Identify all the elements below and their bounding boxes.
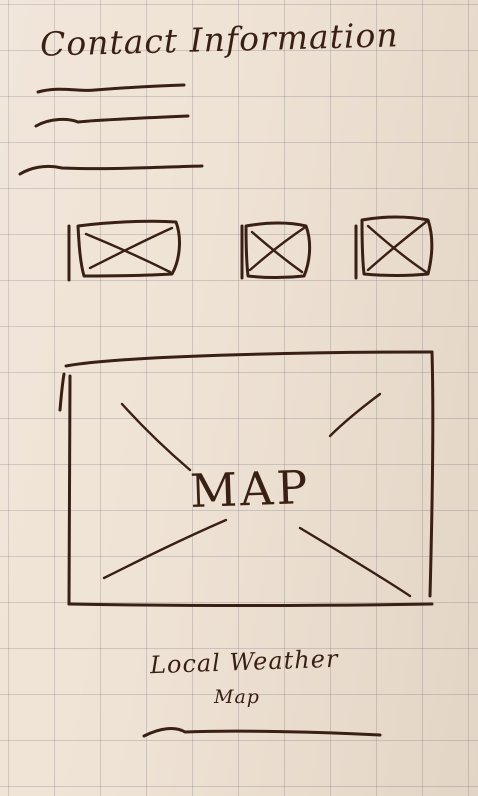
image-placeholder-3: [354, 215, 434, 280]
contact-text-lines: [18, 83, 204, 176]
map-caption-line-2: Map: [214, 686, 260, 708]
map-label: MAP: [189, 459, 312, 519]
contact-line-1: [36, 83, 186, 94]
image-placeholder-1: [67, 219, 181, 282]
contact-line-3: [18, 164, 204, 176]
map-placeholder: [58, 350, 435, 607]
caption-underline: [142, 727, 382, 738]
image-placeholder-2: [240, 221, 312, 280]
contact-line-2: [34, 114, 190, 128]
